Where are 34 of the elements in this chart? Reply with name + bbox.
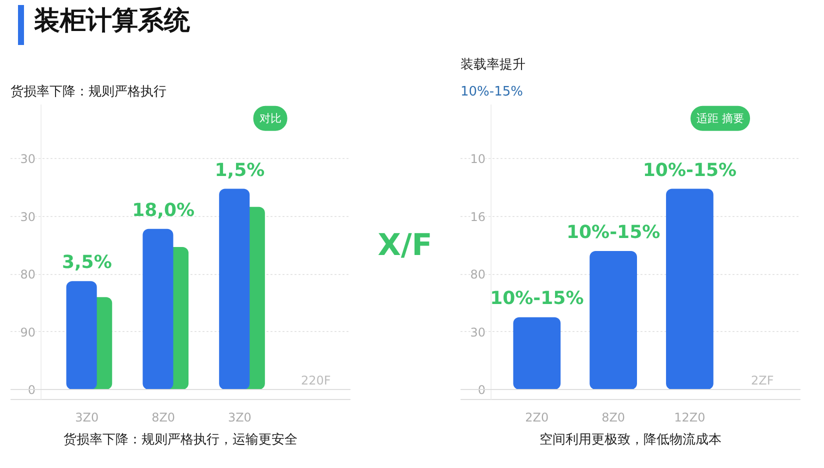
bar <box>142 228 174 390</box>
x-tick-label: 3Z0 <box>75 410 99 424</box>
annotation: 18,0% <box>132 200 195 221</box>
text: 10%-15% <box>642 160 737 181</box>
text: 30 <box>20 152 36 166</box>
chart-title: 装柜计算系统 <box>34 5 190 37</box>
x-tick-label: 3Z0 <box>228 410 252 424</box>
annotation: 3,5% <box>62 252 112 274</box>
text: 10 <box>470 152 486 166</box>
x-tick-label: 2Z0 <box>525 410 549 424</box>
text: 220F <box>301 373 331 388</box>
chart-title: 装载率提升 <box>460 56 526 72</box>
chart-subtitle: 货损率下降：规则严格执行 <box>10 84 166 100</box>
bar <box>219 188 250 390</box>
text: 1,5% <box>214 160 265 181</box>
text: X/F <box>378 227 432 265</box>
text: 30 <box>470 325 486 340</box>
text: 80 <box>470 268 486 282</box>
text: 16 <box>470 210 486 224</box>
text: 30 <box>20 210 36 224</box>
annotation: 10%-15% <box>490 288 584 310</box>
x-axis-title: 货损率下降：规则严格执行，运输更安全 <box>64 432 298 448</box>
x-axis-title: 空间利用更极致，降低物流成本 <box>540 432 722 448</box>
x-tick-label: 8Z0 <box>602 410 626 424</box>
bar <box>66 281 97 390</box>
text: 2ZF <box>751 373 774 388</box>
x-tick-label: 8Z0 <box>152 410 176 424</box>
annotation: 10%-15% <box>566 222 660 243</box>
x-tick-label: 12Z0 <box>674 410 706 424</box>
text: 90 <box>20 325 36 340</box>
text: 适距 摘要 <box>696 112 744 125</box>
chart-subtitle: 10%-15% <box>460 84 523 100</box>
text: 对比 <box>259 112 282 125</box>
text: 80 <box>20 268 36 282</box>
